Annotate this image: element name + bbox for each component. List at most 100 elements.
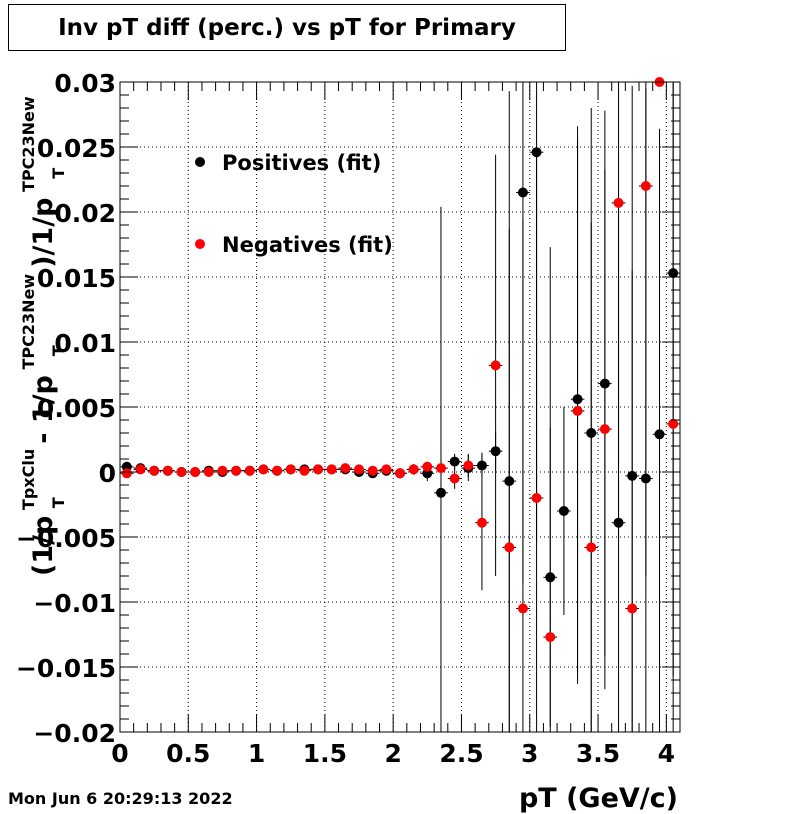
data-point bbox=[188, 467, 202, 477]
x-tick-label: 3 bbox=[521, 739, 538, 768]
marker bbox=[545, 632, 556, 643]
x-tick-label: 3.5 bbox=[576, 739, 620, 768]
marker bbox=[435, 487, 446, 498]
data-point bbox=[133, 464, 148, 475]
x-tick-label: 2.5 bbox=[439, 739, 483, 768]
grid bbox=[119, 81, 680, 733]
marker bbox=[504, 542, 515, 553]
x-tick-label: 1.5 bbox=[303, 739, 347, 768]
y-label-sup2: TPC23New bbox=[19, 274, 38, 370]
marker bbox=[490, 360, 501, 371]
data-point bbox=[652, 128, 667, 732]
marker bbox=[586, 542, 597, 553]
data-point bbox=[201, 467, 216, 477]
y-tick-label: 0.015 bbox=[37, 264, 116, 293]
marker bbox=[476, 517, 487, 528]
data-point bbox=[570, 137, 585, 684]
x-tick-label: 4 bbox=[658, 739, 675, 768]
data-point bbox=[324, 464, 339, 475]
data-point bbox=[406, 464, 421, 475]
marker bbox=[381, 464, 392, 475]
marker bbox=[135, 464, 146, 475]
marker bbox=[217, 465, 228, 476]
y-tick-label: −0.02 bbox=[33, 719, 116, 748]
data-point bbox=[120, 468, 134, 479]
marker bbox=[203, 467, 214, 477]
y-tick-label: 0.01 bbox=[54, 329, 116, 358]
data-point bbox=[502, 228, 517, 732]
y-tick-label: −0.01 bbox=[33, 589, 116, 618]
y-label-sub1: T bbox=[49, 497, 68, 508]
y-label-sup3: TPC23New bbox=[19, 96, 38, 192]
data-point bbox=[297, 465, 312, 476]
data-point bbox=[516, 218, 530, 732]
marker bbox=[121, 468, 132, 479]
data-point bbox=[352, 464, 366, 475]
y-label-part1: (1/p bbox=[28, 516, 59, 576]
marker bbox=[149, 465, 160, 476]
data-point bbox=[365, 465, 380, 476]
marker bbox=[449, 456, 460, 467]
y-label-part3: )/1/p bbox=[28, 198, 59, 268]
marker bbox=[517, 603, 528, 614]
legend-marker bbox=[195, 157, 205, 167]
marker bbox=[231, 465, 242, 476]
marker bbox=[162, 465, 173, 476]
data-point bbox=[160, 465, 175, 476]
y-tick-label: 0.03 bbox=[54, 69, 116, 98]
marker bbox=[599, 424, 610, 435]
data-point bbox=[147, 465, 161, 476]
y-label-part2: - 1/p bbox=[28, 375, 59, 444]
marker bbox=[640, 181, 651, 191]
y-label-sub3: T bbox=[49, 168, 68, 179]
marker bbox=[463, 460, 474, 471]
y-label-sub2: T bbox=[49, 345, 68, 356]
legend-label: Negatives (fit) bbox=[222, 233, 393, 257]
data-point bbox=[447, 453, 462, 470]
marker bbox=[435, 463, 446, 474]
data-point bbox=[270, 465, 284, 476]
marker bbox=[285, 464, 296, 475]
y-tick-label: 0.025 bbox=[37, 134, 116, 163]
data-points bbox=[120, 77, 680, 732]
data-point bbox=[393, 468, 407, 479]
y-tick-label: −0.015 bbox=[16, 654, 116, 683]
data-point bbox=[338, 463, 353, 474]
x-tick-label: 2 bbox=[384, 739, 401, 768]
marker bbox=[190, 467, 201, 477]
legend-entry: Negatives (fit) bbox=[195, 233, 393, 257]
marker bbox=[313, 464, 324, 475]
y-tick-label: 0.005 bbox=[37, 394, 116, 423]
data-point bbox=[420, 461, 435, 472]
marker bbox=[395, 468, 405, 479]
plot-title: Inv pT diff (perc.) vs pT for Primary bbox=[58, 15, 516, 41]
data-point bbox=[215, 465, 230, 476]
marker bbox=[258, 464, 269, 475]
data-point bbox=[283, 464, 298, 475]
x-tick-label: 0.5 bbox=[166, 739, 210, 768]
marker bbox=[244, 465, 255, 476]
data-point bbox=[447, 468, 462, 489]
data-point bbox=[379, 464, 394, 475]
marker bbox=[354, 464, 365, 475]
data-point bbox=[461, 453, 476, 478]
marker bbox=[531, 493, 542, 503]
marker bbox=[572, 405, 583, 416]
marker bbox=[627, 603, 638, 614]
marker bbox=[367, 465, 378, 476]
data-point bbox=[529, 153, 544, 732]
marker bbox=[340, 463, 351, 474]
data-point bbox=[174, 467, 189, 477]
axes: 0 0.5 1 1.5 2 2.5 3 3.5 4 −0.02 −0.015 −0.01 −0.005 0… bbox=[16, 69, 681, 768]
data-point bbox=[311, 464, 325, 475]
marker bbox=[272, 465, 283, 476]
plot-title-box: Inv pT diff (perc.) vs pT for Primary bbox=[8, 4, 566, 51]
marker bbox=[613, 197, 624, 208]
y-label-sup1: TpxClu bbox=[19, 449, 38, 510]
x-tick-label: 0 bbox=[111, 739, 128, 768]
legend-entry: Positives (fit) bbox=[195, 151, 381, 175]
timestamp: Mon Jun 6 20:29:13 2022 bbox=[8, 789, 233, 808]
x-axis-label: pT (GeV/c) bbox=[519, 783, 678, 814]
data-point bbox=[611, 82, 626, 541]
